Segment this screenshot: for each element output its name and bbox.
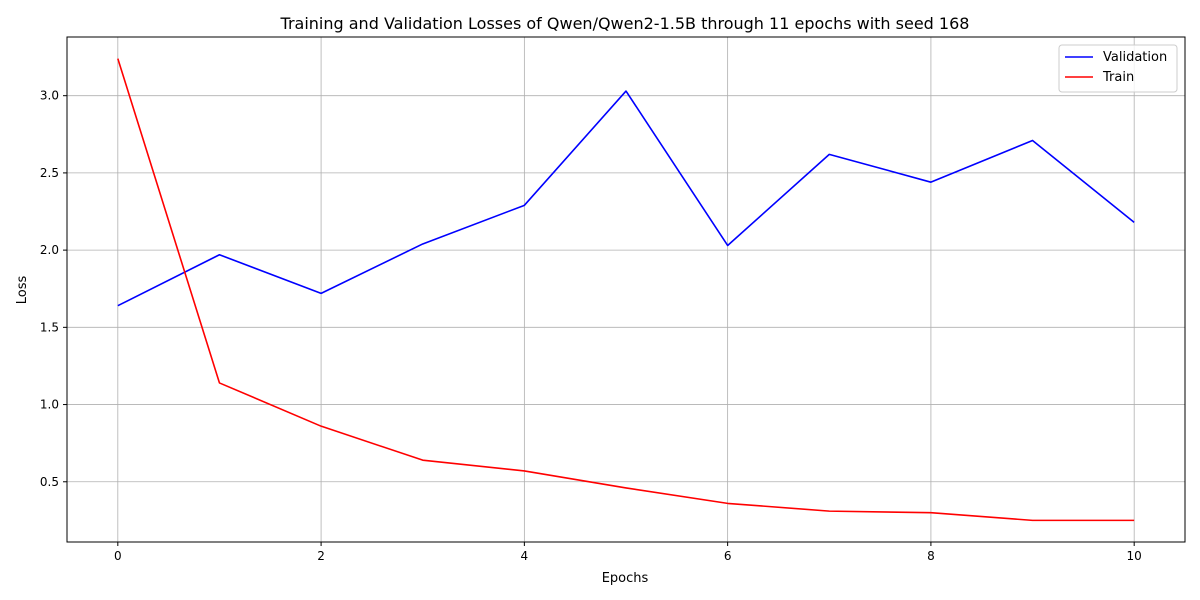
- plot-frame: [66, 36, 1186, 543]
- y-tick-label: 0.5: [40, 475, 59, 489]
- x-tick-label: 8: [927, 549, 935, 563]
- grid: [67, 37, 1185, 542]
- y-tick-label: 1.5: [40, 320, 59, 334]
- series-lines: [117, 58, 1135, 522]
- y-tick-label: 2.0: [40, 243, 59, 257]
- legend: Validation Train: [1058, 44, 1178, 93]
- x-tick-label: 4: [521, 549, 529, 563]
- x-tick-label: 10: [1127, 549, 1142, 563]
- axis-ticks: 0 2 4 6 8 10 0.5 1.0 1.5 2.0 2.5 3.0: [40, 89, 1142, 563]
- y-tick-label: 1.0: [40, 398, 59, 412]
- x-tick-label: 6: [724, 549, 732, 563]
- y-tick-label: 2.5: [40, 166, 59, 180]
- legend-label-train: Train: [1102, 70, 1134, 85]
- validation-line: [117, 90, 1135, 307]
- x-axis-label: Epochs: [602, 571, 649, 586]
- train-line: [117, 58, 1135, 522]
- x-tick-label: 0: [114, 549, 122, 563]
- y-tick-label: 3.0: [40, 89, 59, 103]
- chart-title: Training and Validation Losses of Qwen/Q…: [280, 14, 970, 33]
- y-axis-label: Loss: [15, 276, 30, 305]
- legend-label-validation: Validation: [1103, 50, 1167, 65]
- x-tick-label: 2: [317, 549, 325, 563]
